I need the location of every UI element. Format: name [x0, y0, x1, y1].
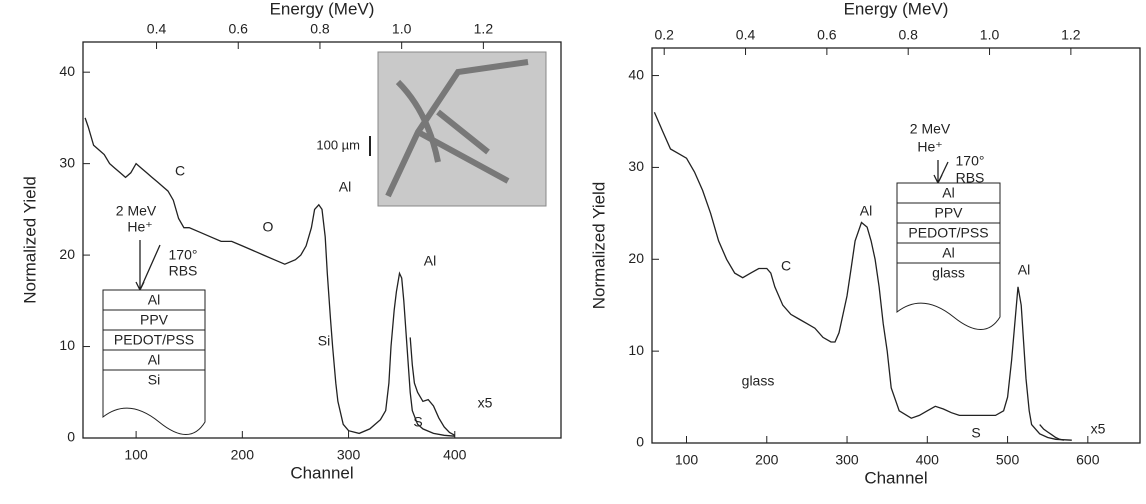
beam-label: 170° — [169, 247, 198, 263]
annotation: Al — [339, 179, 351, 195]
x2-tick-label: 1.2 — [1061, 27, 1081, 43]
beam-label: 2 MeV — [910, 121, 951, 137]
plot-frame — [82, 41, 562, 439]
substrate-outline — [102, 370, 206, 435]
beam-label: 170° — [956, 153, 985, 169]
x-tick-label: 200 — [231, 447, 255, 463]
annotation: Al — [860, 203, 872, 219]
layer-label: Al — [148, 292, 160, 308]
y-tick-label: 20 — [628, 250, 644, 266]
y-axis-title: Normalized Yield — [20, 176, 39, 304]
scale-label: 100 µm — [316, 137, 360, 152]
x2-tick-label: 0.2 — [654, 27, 674, 43]
layer-label: PEDOT/PSS — [908, 225, 988, 241]
x2-tick-label: 0.6 — [229, 21, 249, 37]
y-tick-label: 10 — [628, 342, 644, 358]
layer — [102, 349, 206, 371]
x-tick-label: 200 — [755, 452, 779, 468]
y-tick-label: 20 — [59, 246, 75, 262]
annotation: glass — [742, 373, 775, 389]
layer-label: PPV — [140, 312, 169, 328]
x2-axis-title: Energy (MeV) — [844, 0, 949, 18]
x-tick-label: 400 — [916, 452, 940, 468]
annotation: C — [175, 163, 185, 179]
annotation: x5 — [1091, 421, 1106, 437]
x-tick-label: 100 — [124, 447, 148, 463]
x2-tick-label: 0.8 — [898, 27, 918, 43]
spectrum-line — [409, 337, 456, 436]
x-tick-label: 400 — [443, 447, 467, 463]
x2-axis-title: Energy (MeV) — [270, 0, 375, 18]
x2-tick-label: 1.2 — [474, 21, 494, 37]
substrate-outline — [896, 263, 1001, 330]
x-axis-title: Channel — [864, 468, 927, 487]
y-tick-label: 30 — [628, 158, 644, 174]
x2-tick-label: 0.6 — [817, 27, 837, 43]
annotation: Si — [318, 333, 330, 349]
annotation: S — [413, 414, 422, 430]
x2-tick-label: 1.0 — [980, 27, 1000, 43]
annotation: O — [263, 219, 274, 235]
x-tick-label: 300 — [337, 447, 361, 463]
layer-label: Al — [148, 352, 160, 368]
inset-texture — [385, 59, 529, 198]
x2-tick-label: 0.8 — [310, 21, 330, 37]
y-tick-label: 40 — [59, 63, 75, 79]
beam-label: 2 MeV — [116, 203, 157, 219]
y-tick-label: 10 — [59, 337, 75, 353]
x-tick-label: 100 — [675, 452, 699, 468]
x2-tick-label: 0.4 — [736, 27, 756, 43]
y-tick-label: 40 — [628, 66, 644, 82]
x2-tick-label: 0.4 — [147, 21, 167, 37]
x-axis-title: Channel — [290, 463, 353, 482]
layer-label: Al — [942, 245, 954, 261]
x-tick-label: 600 — [1076, 452, 1100, 468]
beam-label: He⁺ — [917, 139, 942, 155]
annotation: Al — [1018, 262, 1030, 278]
beam-arrow — [933, 160, 949, 185]
y-tick-label: 30 — [59, 154, 75, 170]
x-tick-label: 300 — [835, 452, 859, 468]
layer-label: PPV — [934, 205, 963, 221]
layer-label: Si — [148, 372, 160, 388]
y-tick-label: 0 — [67, 429, 75, 445]
x2-tick-label: 1.0 — [392, 21, 412, 37]
annotation: x5 — [478, 395, 493, 411]
annotation: C — [781, 258, 791, 274]
beam-label: He⁺ — [127, 219, 152, 235]
layer-label: glass — [932, 265, 965, 281]
annotation: S — [971, 425, 980, 441]
annotation: Al — [424, 253, 436, 269]
spectrum-line — [84, 117, 455, 437]
spectrum-line — [653, 112, 1072, 441]
y-axis-title: Normalized Yield — [589, 182, 608, 310]
spectrum-line — [1039, 424, 1064, 441]
beam-label: RBS — [169, 263, 198, 279]
beam-arrow — [135, 240, 161, 292]
y-tick-label: 0 — [636, 434, 644, 450]
plot-frame — [651, 47, 1141, 444]
layer-label: Al — [942, 185, 954, 201]
layer — [896, 242, 1001, 264]
layer-label: PEDOT/PSS — [114, 332, 194, 348]
beam-label: RBS — [956, 170, 985, 186]
x-tick-label: 500 — [996, 452, 1020, 468]
